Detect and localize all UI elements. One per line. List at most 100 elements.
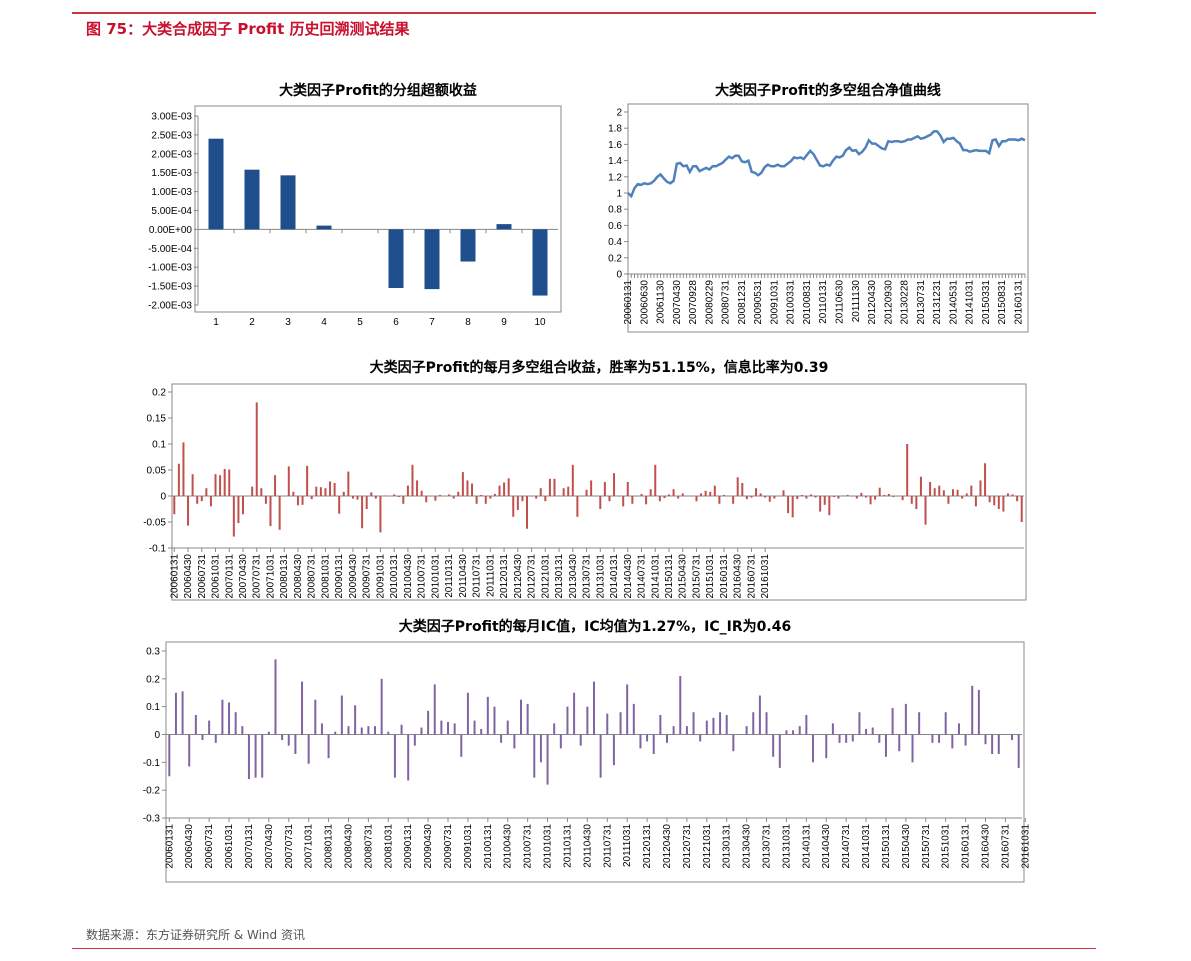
chart4-bar [825,734,828,759]
chart4-bar [904,703,907,735]
chart3-bar [301,496,304,505]
chart3-bar [608,496,611,502]
top-rule [72,12,1096,14]
chart3-bar [787,496,790,514]
chart4-xtick-label: 20120430 [662,824,673,869]
chart3-bar [864,496,867,498]
chart3-xtick-label: 20140731 [637,554,648,599]
chart3-bar [251,486,254,496]
chart3-bar [475,496,478,504]
chart4-xtick-label: 20160131 [961,824,972,869]
chart4-bar [493,706,496,735]
chart4-bar [818,734,821,735]
chart4-xtick-label: 20101031 [543,824,554,869]
chart3-bar [406,485,409,496]
chart2-ytick-label: 0.2 [608,253,622,264]
chart3-bar [663,496,666,499]
chart4-bar [692,712,695,735]
chart3-bar [1016,496,1019,502]
chart3-bar [278,496,281,530]
chart4-ytick-label: 0 [154,730,160,741]
chart2-xtick-label: 20120930 [883,280,894,325]
chart3-bar [878,487,881,496]
chart3-bar [425,496,428,503]
chart3-bar [929,481,932,496]
chart3-bar [292,491,295,496]
chart3-xtick-label: 20151031 [705,554,716,599]
chart4-bar [884,734,887,757]
chart3-xtick-label: 20131031 [595,554,606,599]
chart4-xtick-label: 20151031 [941,824,952,869]
chart4-bar [520,699,523,735]
chart3-bar [576,496,579,517]
chart4-xtick-label: 20070131 [244,824,255,869]
chart4-bar [380,678,383,735]
chart3-bar [384,495,386,496]
chart4-xtick-label: 20090131 [403,824,414,869]
chart4-bar [360,727,363,735]
chart3-bar [438,494,441,496]
chart3-xtick-label: 20090430 [348,554,359,599]
chart2-title: 大类因子Profit的多空组合净值曲线 [715,83,941,99]
chart3-bar [187,496,190,526]
chart4-xtick-label: 20070731 [284,824,295,869]
chart2-xtick-label: 20070430 [672,280,683,325]
chart3-xtick-label: 20150731 [691,554,702,599]
chart3-bar [635,496,638,497]
chart4-bar [811,734,814,763]
chart3-xtick-label: 20060131 [169,554,180,599]
chart4-bar [526,703,529,735]
chart4-xtick-label: 20150430 [901,824,912,869]
chart4-ytick-label: -0.1 [143,758,161,769]
chart3-bar [700,493,703,496]
chart2-xtick-label: 20120430 [867,280,878,325]
chart2-xtick-label: 20091031 [769,280,780,325]
chart4-bar [732,734,735,752]
chart3-bar [209,496,212,507]
chart1-ytick-label: -5.00E-04 [148,244,192,255]
chart3-bar [1020,496,1023,522]
chart4-bar [314,699,317,735]
chart4-bar [679,676,682,735]
chart4-bar [188,734,191,767]
chart4-bar [665,734,668,743]
chart4-bar [865,728,868,735]
chart3-bar [681,493,684,496]
chart3-bar [906,444,909,496]
chart3-bar [448,494,451,496]
chart3-ytick-label: 0 [160,492,166,503]
chart3-bar [668,494,670,496]
chart3-xtick-label: 20110131 [444,554,455,598]
chart2-xtick-label: 20060630 [639,280,650,325]
chart3-bar [558,495,561,496]
chart4-bar [480,728,483,735]
chart3-bar [196,496,199,504]
chart3-bar [842,495,845,496]
chart3-bar [933,488,936,496]
chart3-bar [883,494,886,496]
chart3-bar [242,496,244,515]
chart3-bar [709,491,712,496]
chart4-xtick-label: 20090430 [423,824,434,869]
chart4-title: 大类因子Profit的每月IC值，IC均值为1.27%，IC_IR为0.46 [398,619,792,635]
chart4-bar [1004,734,1007,735]
chart4-xtick-label: 20160430 [981,824,992,869]
chart4-bar [533,734,536,778]
chart4-bar [712,717,715,735]
chart2-xtick-label: 20111130 [851,280,862,323]
chart3-bar [461,472,464,496]
chart4-bar [327,734,330,759]
chart1-ytick-label: -2.00E-03 [148,301,192,312]
chart2-ytick-label: 0.6 [608,221,622,232]
chart3-bar [562,488,565,496]
chart3-xtick-label: 20090131 [334,554,345,599]
chart3-bar [324,488,327,496]
chart3-xtick-label: 20100430 [403,554,414,599]
chart3-bar [654,464,657,496]
chart3-bar [672,489,675,496]
chart3-bar [393,494,396,496]
chart1-bar [280,175,296,230]
chart4-xtick-label: 20110731 [602,824,613,868]
chart4-bar [208,720,211,735]
chart4-xtick-label: 20100430 [503,824,514,869]
